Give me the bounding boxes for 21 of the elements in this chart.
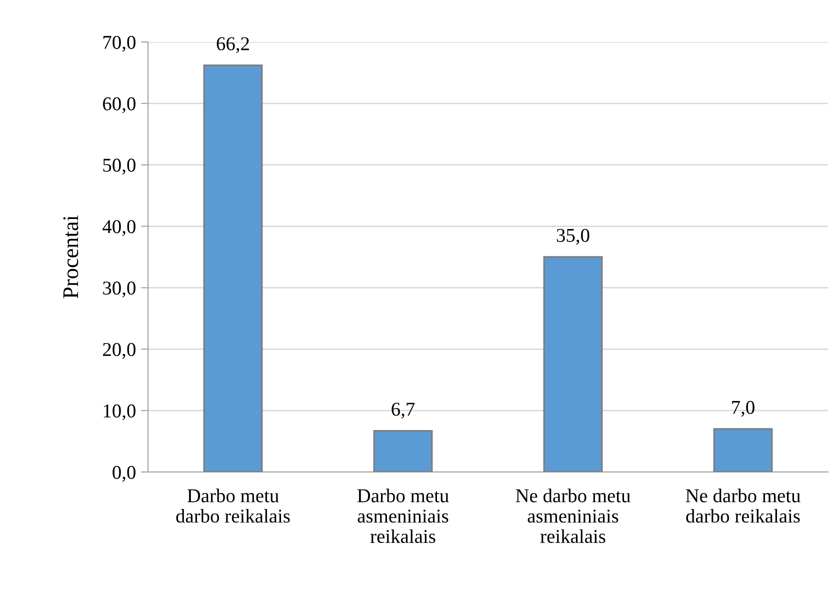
y-tick-label: 50,0: [103, 158, 136, 175]
y-tick-label: 10,0: [104, 404, 136, 420]
data-label: 35,0: [556, 228, 590, 245]
y-tick-label: 20,0: [103, 342, 136, 359]
y-tick-label: 60,0: [103, 97, 136, 114]
x-tick-label: Ne darbo metu darbo reikalais: [686, 488, 800, 523]
bar: [373, 430, 433, 472]
data-label: 66,2: [216, 37, 249, 54]
x-tick-label: Ne darbo metu asmeniniais reikalais: [516, 488, 630, 544]
x-tick-label: Darbo metu asmeniniais reikalais: [357, 488, 449, 544]
x-tick-label: Darbo metu darbo reikalais: [176, 488, 290, 523]
y-tick-label: 0,0: [112, 466, 136, 482]
y-axis-title: Procentai: [63, 215, 78, 298]
bar: [543, 256, 603, 472]
bar: [713, 428, 773, 472]
y-tick-label: 30,0: [103, 282, 136, 298]
y-tick-label: 40,0: [102, 220, 136, 236]
data-label: 6,7: [392, 402, 415, 419]
data-label: 7,0: [732, 400, 754, 417]
bar: [203, 64, 263, 472]
y-tick-label: 70,0: [103, 36, 136, 52]
